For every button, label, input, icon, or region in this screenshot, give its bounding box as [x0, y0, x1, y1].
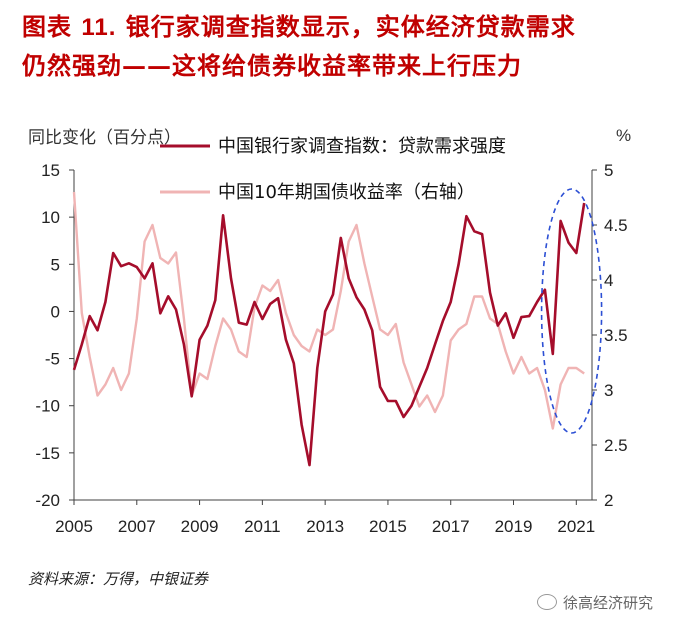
right-tick-label: 3.5: [604, 326, 628, 345]
right-tick-label: 5: [604, 161, 613, 180]
left-tick-label: 0: [51, 302, 60, 321]
watermark-text: 徐高经济研究: [562, 594, 653, 612]
left-tick-label: -10: [35, 397, 60, 416]
x-tick-label: 2019: [495, 517, 533, 536]
x-tick-label: 2015: [369, 517, 407, 536]
source-note: 资料来源：万得，中银证券: [28, 570, 209, 588]
highlight-ellipse: [540, 188, 603, 434]
title-line-1: 图表 11. 银行家调查指数显示，实体经济贷款需求: [22, 8, 662, 47]
x-tick-label: 2005: [55, 517, 93, 536]
legend-label-1: 中国银行家调查指数：贷款需求强度: [218, 136, 506, 157]
title-line-2: 仍然强劲——这将给债券收益率带来上行压力: [22, 51, 522, 80]
legend-label-2: 中国10年期国债收益率（右轴）: [218, 182, 475, 203]
title-number: 11.: [81, 14, 117, 41]
series-line-2: [72, 191, 585, 430]
x-tick-label: 2017: [432, 517, 470, 536]
wechat-icon: [536, 594, 557, 610]
title-label: 图表: [22, 12, 72, 41]
left-tick-label: -15: [35, 444, 60, 463]
watermark: 徐高经济研究: [536, 592, 653, 613]
right-tick-label: 2.5: [604, 436, 628, 455]
left-axis-label: 同比变化（百分点）: [28, 128, 181, 148]
x-tick-label: 2011: [244, 517, 281, 536]
title-text-1: 银行家调查指数显示，实体经济贷款需求: [125, 12, 576, 41]
chart-title: 图表 11. 银行家调查指数显示，实体经济贷款需求 仍然强劲——这将给债券收益率…: [22, 8, 662, 85]
x-tick-label: 2013: [306, 517, 344, 536]
right-tick-label: 4: [604, 271, 613, 290]
x-tick-label: 2007: [118, 517, 156, 536]
left-tick-label: -5: [45, 350, 60, 369]
x-tick-label: 2021: [557, 517, 595, 536]
right-axis-label: %: [616, 126, 631, 145]
series-line-1: [72, 202, 586, 467]
x-tick-label: 2009: [181, 517, 219, 536]
right-tick-label: 2: [604, 491, 613, 510]
left-tick-label: 5: [51, 255, 60, 274]
left-tick-label: 15: [41, 161, 60, 180]
left-tick-label: 10: [41, 208, 60, 227]
right-tick-label: 4.5: [604, 216, 628, 235]
left-tick-label: -20: [35, 491, 60, 510]
right-tick-label: 3: [604, 381, 613, 400]
